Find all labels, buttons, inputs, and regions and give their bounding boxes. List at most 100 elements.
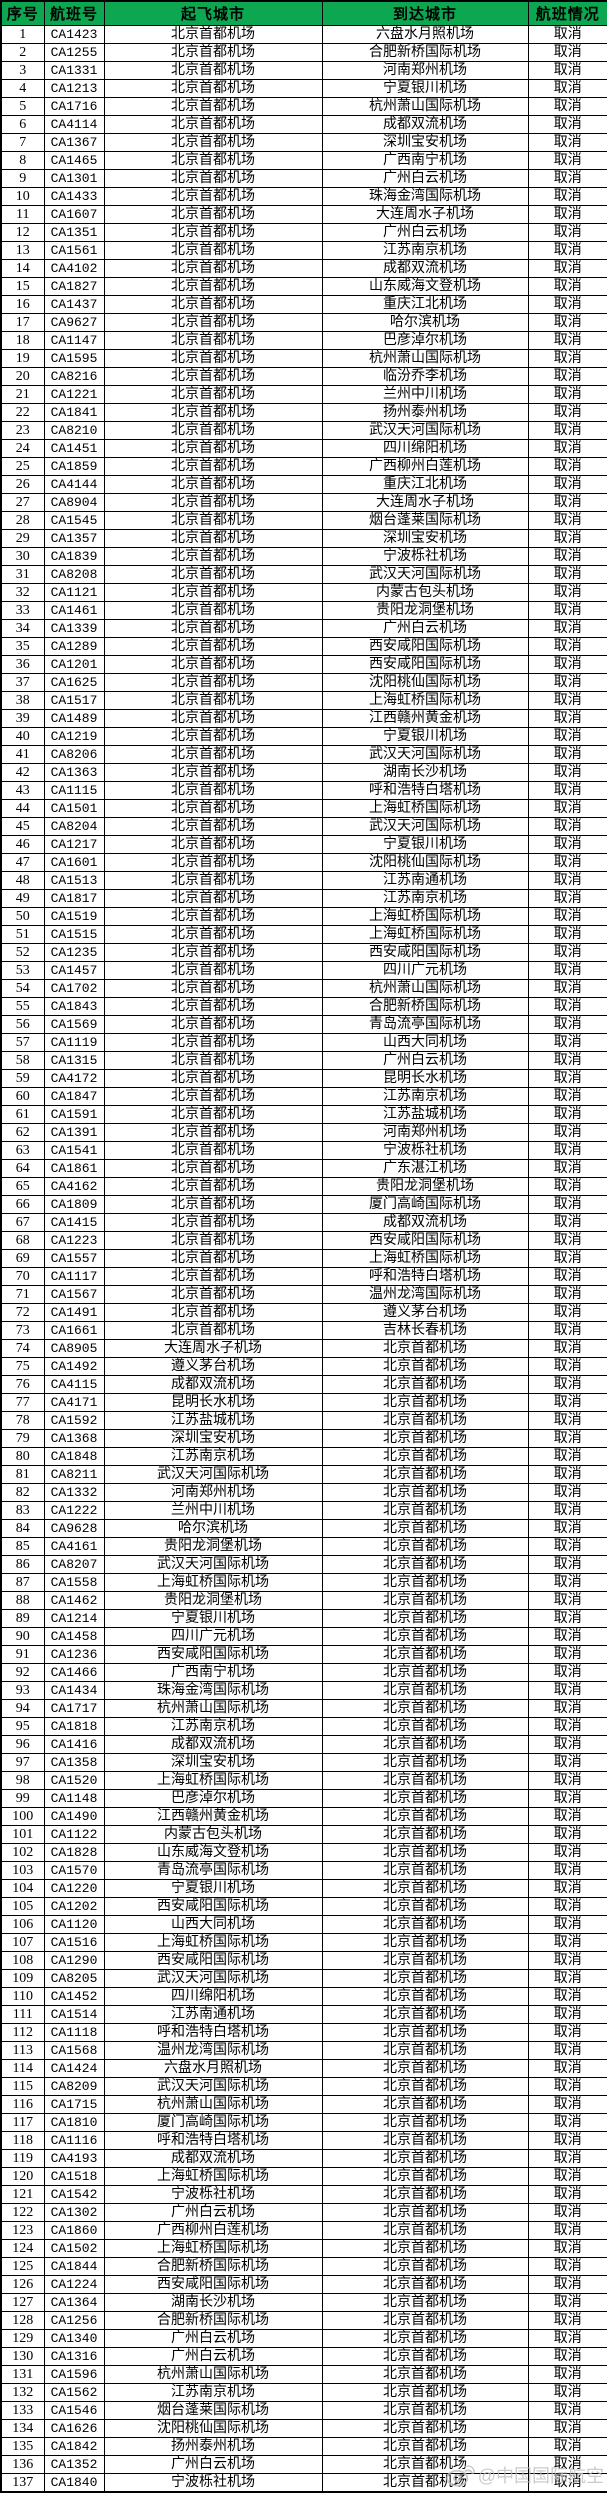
seq-cell: 89 [0,1609,45,1628]
flight-no-cell: CA1452 [43,1987,105,2006]
flight-no-cell: CA8905 [43,1339,105,1358]
table-row: 107 CA1516 上海虹桥国际机场 北京首都机场 取消 [0,1933,607,1952]
status-cell: 取消 [527,2203,607,2222]
seq-cell: 57 [0,1033,45,1052]
table-row: 136 CA1352 广州白云机场 北京首都机场 取消 [0,2455,607,2474]
flight-no-cell: CA1558 [43,1573,105,1592]
flight-no-cell: CA1255 [43,43,105,62]
status-cell: 取消 [527,115,607,134]
departure-city-cell: 青岛流亭国际机场 [103,1861,323,1880]
table-row: 33 CA1461 北京首都机场 贵阳龙洞堡机场 取消 [0,601,607,620]
departure-city-cell: 北京首都机场 [103,475,323,494]
table-row: 45 CA8204 北京首都机场 武汉天河国际机场 取消 [0,817,607,836]
departure-city-cell: 西安咸阳国际机场 [103,1897,323,1916]
status-cell: 取消 [527,1267,607,1286]
flight-no-cell: CA1221 [43,385,105,404]
departure-city-cell: 武汉天河国际机场 [103,1465,323,1484]
arrival-city-cell: 内蒙古包头机场 [321,583,529,602]
table-row: 85 CA4161 贵阳龙洞堡机场 北京首都机场 取消 [0,1537,607,1556]
table-row: 74 CA8905 大连周水子机场 北京首都机场 取消 [0,1339,607,1358]
status-cell: 取消 [527,709,607,728]
seq-cell: 83 [0,1501,45,1520]
status-cell: 取消 [527,1609,607,1628]
arrival-city-cell: 北京首都机场 [321,1429,529,1448]
arrival-city-cell: 北京首都机场 [321,1375,529,1394]
arrival-city-cell: 北京首都机场 [321,2239,529,2258]
arrival-city-cell: 北京首都机场 [321,1609,529,1628]
status-cell: 取消 [527,1825,607,1844]
arrival-city-cell: 北京首都机场 [321,1969,529,1988]
flight-no-cell: CA1809 [43,1195,105,1214]
departure-city-cell: 上海虹桥国际机场 [103,2239,323,2258]
flight-no-cell: CA1340 [43,2329,105,2348]
status-cell: 取消 [527,1627,607,1646]
flight-no-cell: CA1607 [43,205,105,224]
table-row: 38 CA1517 北京首都机场 上海虹桥国际机场 取消 [0,691,607,710]
table-row: 55 CA1843 北京首都机场 合肥新桥国际机场 取消 [0,997,607,1016]
table-row: 49 CA1817 北京首都机场 江苏南京机场 取消 [0,889,607,908]
status-cell: 取消 [527,2041,607,2060]
status-cell: 取消 [527,799,607,818]
status-cell: 取消 [527,1681,607,1700]
flight-no-cell: CA1220 [43,1879,105,1898]
departure-city-cell: 杭州萧山国际机场 [103,2365,323,2384]
flight-no-cell: CA1569 [43,1015,105,1034]
flight-no-cell: CA1541 [43,1141,105,1160]
arrival-city-cell: 北京首都机场 [321,1357,529,1376]
flight-no-cell: CA1519 [43,907,105,926]
table-row: 118 CA1116 呼和浩特白塔机场 北京首都机场 取消 [0,2131,607,2150]
seq-cell: 8 [0,151,45,170]
table-row: 78 CA1592 江苏盐城机场 北京首都机场 取消 [0,1411,607,1430]
seq-cell: 9 [0,169,45,188]
arrival-city-cell: 重庆江北机场 [321,295,529,314]
arrival-city-cell: 北京首都机场 [321,2455,529,2474]
departure-city-cell: 北京首都机场 [103,745,323,764]
seq-cell: 22 [0,403,45,422]
flight-no-cell: CA1626 [43,2419,105,2438]
status-cell: 取消 [527,1573,607,1592]
departure-city-cell: 深圳宝安机场 [103,1753,323,1772]
departure-city-cell: 广州白云机场 [103,2203,323,2222]
status-cell: 取消 [527,1753,607,1772]
arrival-city-cell: 北京首都机场 [321,1465,529,1484]
flight-no-cell: CA1222 [43,1501,105,1520]
seq-cell: 46 [0,835,45,854]
table-row: 109 CA8205 武汉天河国际机场 北京首都机场 取消 [0,1969,607,1988]
arrival-city-cell: 扬州泰州机场 [321,403,529,422]
departure-city-cell: 江苏南京机场 [103,1717,323,1736]
table-row: 129 CA1340 广州白云机场 北京首都机场 取消 [0,2329,607,2348]
seq-cell: 125 [0,2257,45,2276]
table-row: 126 CA1224 西安咸阳国际机场 北京首都机场 取消 [0,2275,607,2294]
flight-no-cell: CA8210 [43,421,105,440]
table-row: 51 CA1515 北京首都机场 上海虹桥国际机场 取消 [0,925,607,944]
status-cell: 取消 [527,637,607,656]
seq-cell: 43 [0,781,45,800]
status-cell: 取消 [527,547,607,566]
arrival-city-cell: 北京首都机场 [321,1807,529,1826]
flight-no-cell: CA1568 [43,2041,105,2060]
arrival-city-cell: 北京首都机场 [321,2005,529,2024]
status-cell: 取消 [527,1159,607,1178]
table-row: 114 CA1424 六盘水月照机场 北京首都机场 取消 [0,2059,607,2078]
column-header-2: 起飞城市 [103,0,323,26]
arrival-city-cell: 北京首都机场 [321,1933,529,1952]
arrival-city-cell: 北京首都机场 [321,1879,529,1898]
flight-no-cell: CA1542 [43,2185,105,2204]
table-row: 110 CA1452 四川绵阳机场 北京首都机场 取消 [0,1987,607,2006]
arrival-city-cell: 广西柳州白莲机场 [321,457,529,476]
arrival-city-cell: 四川广元机场 [321,961,529,980]
seq-cell: 121 [0,2185,45,2204]
table-row: 36 CA1201 北京首都机场 西安咸阳国际机场 取消 [0,655,607,674]
status-cell: 取消 [527,2473,607,2493]
table-row: 93 CA1434 珠海金湾国际机场 北京首都机场 取消 [0,1681,607,1700]
table-row: 72 CA1491 北京首都机场 遵义茅台机场 取消 [0,1303,607,1322]
departure-city-cell: 北京首都机场 [103,961,323,980]
table-row: 35 CA1289 北京首都机场 西安咸阳国际机场 取消 [0,637,607,656]
status-cell: 取消 [527,1969,607,1988]
arrival-city-cell: 北京首都机场 [321,1501,529,1520]
table-row: 25 CA1859 北京首都机场 广西柳州白莲机场 取消 [0,457,607,476]
status-cell: 取消 [527,1339,607,1358]
table-row: 77 CA4171 昆明长水机场 北京首都机场 取消 [0,1393,607,1412]
flight-no-cell: CA1840 [43,2473,105,2493]
table-row: 123 CA1860 广西柳州白莲机场 北京首都机场 取消 [0,2221,607,2240]
